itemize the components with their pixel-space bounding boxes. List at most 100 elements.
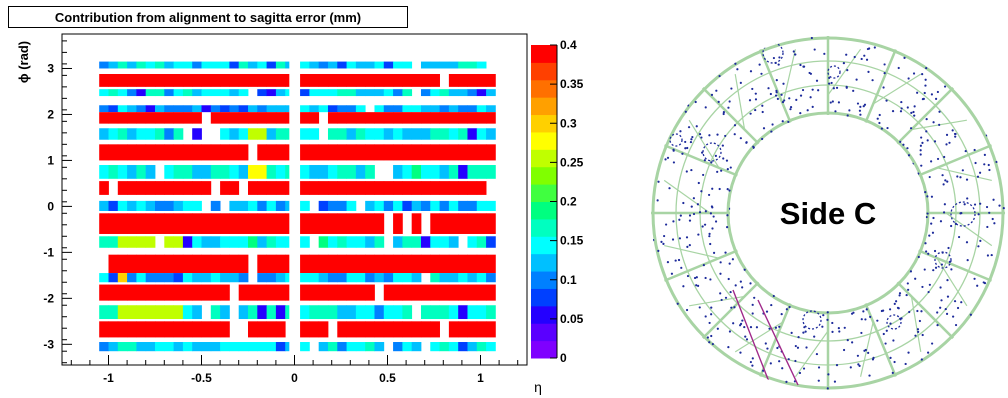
heatmap-cell <box>318 305 329 320</box>
hit-point <box>684 140 687 144</box>
hit-point <box>721 144 724 147</box>
heatmap-cell <box>266 305 277 320</box>
hit-point <box>718 74 721 78</box>
hit-point <box>652 238 655 242</box>
heatmap-cell <box>108 305 119 320</box>
heatmap-cell <box>220 128 230 140</box>
hit-point <box>781 100 785 104</box>
heatmap-cell <box>99 305 109 320</box>
hit-point <box>930 160 933 163</box>
hit-point <box>741 286 744 289</box>
heatmap-cell <box>266 128 277 140</box>
heatmap-cell <box>210 73 221 87</box>
hit-point <box>672 149 675 152</box>
heatmap-cell <box>136 165 147 179</box>
hit-point <box>690 205 693 208</box>
heatmap-cell <box>238 128 249 140</box>
hit-point <box>946 279 949 282</box>
hit-point <box>851 341 854 344</box>
heatmap-cell <box>476 73 487 87</box>
heatmap-cell <box>164 73 174 87</box>
heatmap-cell <box>374 254 385 274</box>
hit-point <box>907 154 911 157</box>
hit-point <box>865 308 868 311</box>
heatmap-cell <box>145 305 156 320</box>
heatmap-cell <box>337 305 347 320</box>
hit-point <box>702 173 705 177</box>
heatmap-cell <box>476 200 487 211</box>
heatmap-cell <box>346 213 357 234</box>
heatmap-cell <box>266 61 277 69</box>
heatmap-cell <box>99 144 109 161</box>
hit-point <box>846 339 849 342</box>
hit-point <box>714 154 717 157</box>
hit-point <box>692 212 696 216</box>
hit-point <box>752 146 755 150</box>
hit-point <box>833 380 837 383</box>
heatmap-cell <box>476 342 487 352</box>
hit-point <box>727 346 730 349</box>
heatmap-cell <box>374 321 385 338</box>
hit-point <box>863 349 866 352</box>
heatmap-cell <box>257 236 267 248</box>
heatmap-cell <box>486 73 496 87</box>
hit-point <box>679 130 682 133</box>
hit-point <box>806 109 809 112</box>
heatmap-cell <box>257 105 267 113</box>
heatmap-cell <box>467 200 478 211</box>
hit-point <box>865 58 869 61</box>
heatmap-cell <box>220 236 230 248</box>
heatmap-cell <box>337 181 347 195</box>
colorbar-swatch <box>531 149 557 168</box>
hit-point <box>770 303 773 307</box>
heatmap-cell <box>145 112 156 124</box>
heatmap-cell <box>127 89 137 97</box>
heatmap-cell <box>275 236 286 248</box>
heatmap-cell <box>229 112 240 124</box>
heatmap-cell <box>309 181 320 195</box>
hit-point <box>666 156 670 159</box>
hit-point <box>809 96 812 99</box>
heatmap-cell <box>430 61 440 69</box>
hit-point <box>886 126 889 130</box>
hit-point <box>932 216 935 220</box>
hit-point <box>690 168 693 172</box>
heatmap-cell <box>127 305 137 320</box>
hit-point <box>930 222 933 225</box>
heatmap-cell <box>127 165 137 179</box>
hit-point <box>785 308 788 311</box>
heatmap-cell <box>346 321 357 338</box>
y-tick-label: 2 <box>47 107 54 121</box>
heatmap-cell <box>327 73 338 87</box>
heatmap-cell <box>318 89 329 97</box>
colorbar-swatch <box>531 323 557 342</box>
heatmap-cell <box>257 181 267 195</box>
heatmap-cell <box>365 165 375 179</box>
hit-point <box>986 254 990 257</box>
heatmap-cell <box>439 284 450 301</box>
heatmap-cell <box>257 305 267 320</box>
hit-point <box>739 351 742 354</box>
heatmap-cell <box>155 305 165 320</box>
heatmap-cell <box>192 321 202 338</box>
hit-point <box>805 346 808 349</box>
hit-point <box>799 112 802 115</box>
hit-point <box>817 379 820 382</box>
hit-point <box>799 94 803 97</box>
hit-point <box>817 89 820 92</box>
heatmap-cell <box>467 112 478 124</box>
hit-point <box>813 48 816 51</box>
heatmap-cell <box>430 89 440 97</box>
chamber-line <box>910 296 922 352</box>
hit-point <box>728 262 731 265</box>
hit-point <box>944 179 947 182</box>
colorbar-swatch <box>531 288 557 307</box>
hit-point <box>973 203 977 206</box>
hit-point <box>928 234 931 237</box>
heatmap-cell <box>300 254 310 274</box>
hit-point <box>710 306 713 309</box>
heatmap-cell <box>458 273 468 283</box>
heatmap-cell <box>486 273 496 283</box>
heatmap-cell <box>127 61 137 69</box>
heatmap-cell <box>337 213 347 234</box>
